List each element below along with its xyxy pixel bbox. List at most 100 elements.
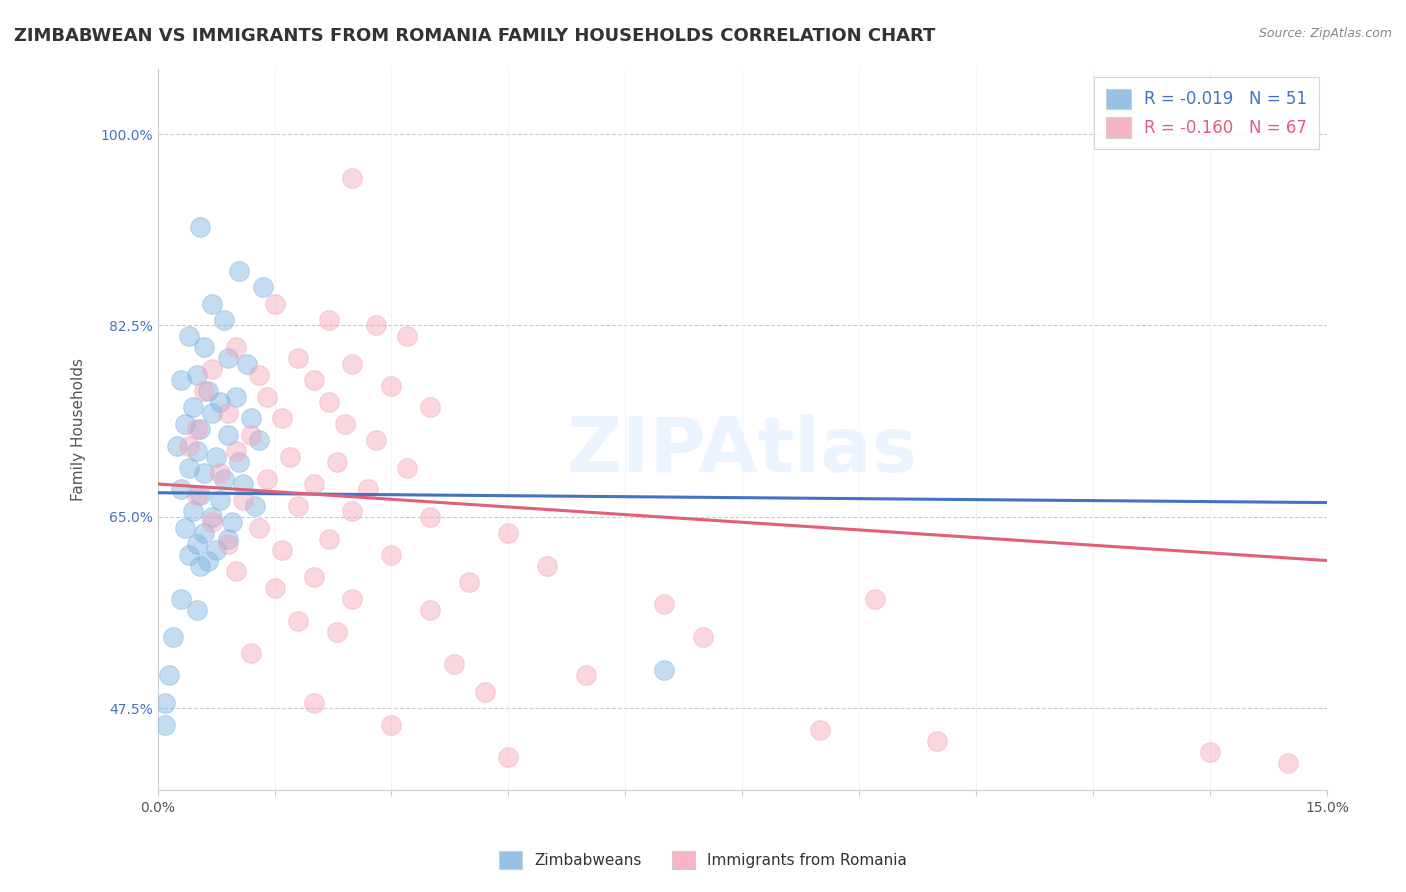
- Point: [808, 723, 831, 737]
- Point: [247, 434, 270, 448]
- Point: [201, 296, 224, 310]
- Point: [166, 439, 188, 453]
- Point: [225, 340, 247, 354]
- Point: [240, 647, 263, 661]
- Point: [271, 542, 294, 557]
- Point: [186, 488, 208, 502]
- Point: [302, 696, 325, 710]
- Point: [205, 450, 228, 464]
- Point: [197, 553, 219, 567]
- Point: [357, 483, 380, 497]
- Point: [186, 603, 208, 617]
- Point: [302, 570, 325, 584]
- Point: [205, 542, 228, 557]
- Legend: Zimbabweans, Immigrants from Romania: Zimbabweans, Immigrants from Romania: [494, 845, 912, 875]
- Point: [232, 477, 254, 491]
- Text: ZIPAtlas: ZIPAtlas: [567, 414, 918, 488]
- Point: [181, 504, 204, 518]
- Point: [1277, 756, 1299, 770]
- Point: [333, 417, 356, 431]
- Point: [228, 264, 250, 278]
- Point: [225, 390, 247, 404]
- Point: [287, 614, 309, 628]
- Point: [458, 575, 481, 590]
- Point: [302, 477, 325, 491]
- Point: [190, 422, 212, 436]
- Point: [380, 378, 402, 392]
- Point: [342, 591, 364, 606]
- Point: [652, 663, 675, 677]
- Text: Source: ZipAtlas.com: Source: ZipAtlas.com: [1258, 27, 1392, 40]
- Point: [186, 368, 208, 382]
- Point: [256, 471, 278, 485]
- Point: [217, 427, 239, 442]
- Point: [396, 329, 419, 343]
- Point: [225, 565, 247, 579]
- Point: [247, 368, 270, 382]
- Point: [193, 340, 215, 354]
- Point: [236, 357, 259, 371]
- Text: ZIMBABWEAN VS IMMIGRANTS FROM ROMANIA FAMILY HOUSEHOLDS CORRELATION CHART: ZIMBABWEAN VS IMMIGRANTS FROM ROMANIA FA…: [14, 27, 935, 45]
- Point: [186, 537, 208, 551]
- Point: [177, 460, 200, 475]
- Point: [380, 548, 402, 562]
- Point: [536, 559, 558, 574]
- Point: [186, 444, 208, 458]
- Point: [157, 668, 180, 682]
- Point: [193, 466, 215, 480]
- Point: [193, 384, 215, 398]
- Point: [174, 521, 197, 535]
- Point: [243, 499, 266, 513]
- Point: [263, 581, 285, 595]
- Point: [240, 427, 263, 442]
- Point: [396, 460, 419, 475]
- Point: [177, 329, 200, 343]
- Point: [170, 373, 193, 387]
- Point: [217, 406, 239, 420]
- Point: [212, 471, 235, 485]
- Point: [498, 526, 520, 541]
- Point: [263, 827, 285, 841]
- Point: [155, 696, 177, 710]
- Point: [155, 717, 177, 731]
- Point: [342, 357, 364, 371]
- Point: [208, 493, 231, 508]
- Point: [190, 220, 212, 235]
- Point: [256, 390, 278, 404]
- Point: [221, 516, 243, 530]
- Point: [228, 455, 250, 469]
- Y-axis label: Family Households: Family Households: [72, 358, 86, 500]
- Point: [498, 750, 520, 764]
- Point: [201, 362, 224, 376]
- Point: [193, 526, 215, 541]
- Point: [240, 411, 263, 425]
- Point: [208, 466, 231, 480]
- Point: [212, 313, 235, 327]
- Point: [326, 455, 349, 469]
- Point: [380, 717, 402, 731]
- Point: [162, 630, 184, 644]
- Point: [326, 624, 349, 639]
- Point: [419, 509, 441, 524]
- Point: [201, 516, 224, 530]
- Point: [575, 668, 598, 682]
- Point: [170, 591, 193, 606]
- Point: [287, 499, 309, 513]
- Point: [201, 509, 224, 524]
- Point: [271, 411, 294, 425]
- Point: [278, 450, 301, 464]
- Point: [232, 493, 254, 508]
- Point: [927, 734, 949, 748]
- Point: [1199, 745, 1222, 759]
- Point: [419, 401, 441, 415]
- Point: [190, 488, 212, 502]
- Point: [177, 439, 200, 453]
- Point: [318, 313, 340, 327]
- Point: [474, 684, 496, 698]
- Point: [364, 318, 387, 333]
- Point: [177, 548, 200, 562]
- Point: [318, 532, 340, 546]
- Point: [217, 532, 239, 546]
- Point: [181, 401, 204, 415]
- Point: [247, 521, 270, 535]
